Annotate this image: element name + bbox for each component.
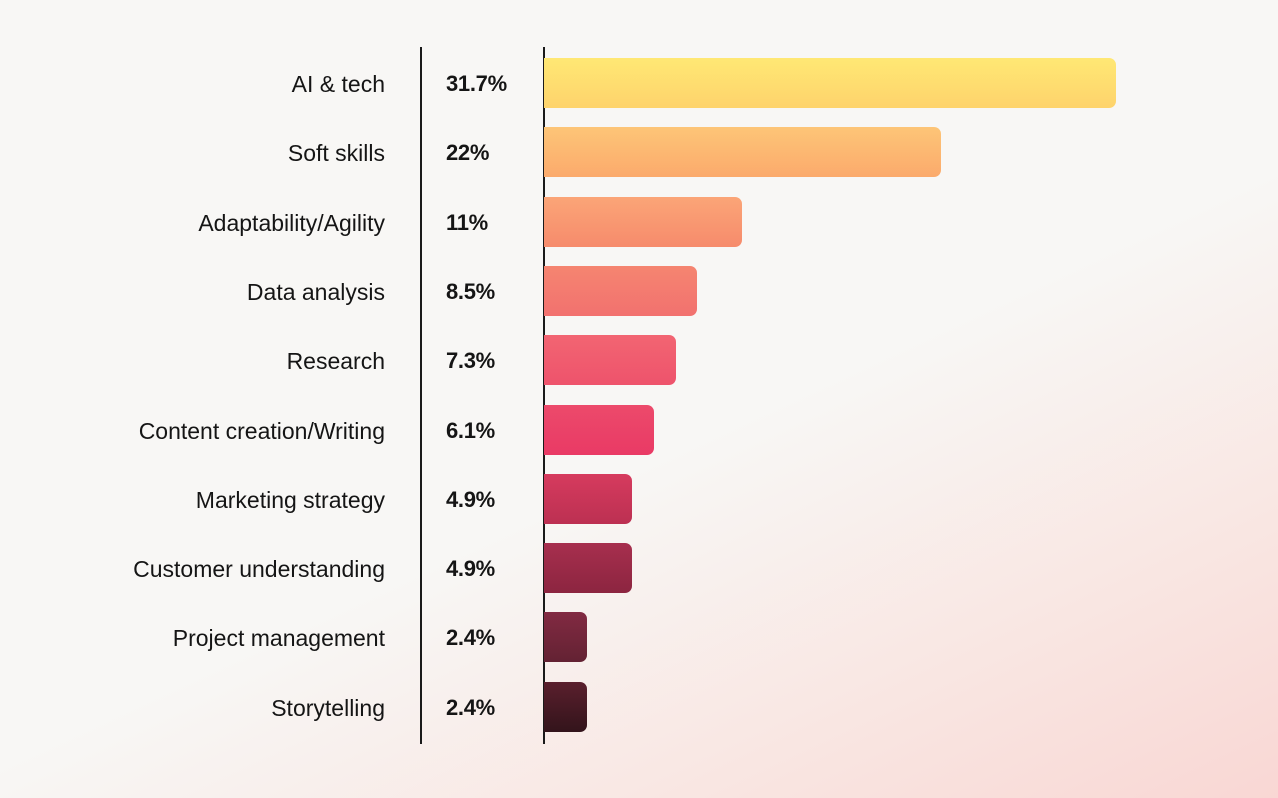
value-label: 11% [446,209,488,235]
category-label: Soft skills [287,140,385,167]
category-label: Storytelling [271,694,385,721]
bar [544,335,676,386]
bar-axis-line [543,47,545,744]
category-label: Project management [172,625,385,652]
bar [544,612,587,663]
category-label: Marketing strategy [195,486,385,513]
bar-row: Soft skills 22% [0,127,1278,178]
category-label: Research [286,348,385,375]
value-label: 2.4% [446,694,495,720]
category-label: Content creation/Writing [138,417,385,444]
bar [544,473,632,524]
bar [544,265,697,316]
bar [544,127,941,178]
bar-row: Marketing strategy 4.9% [0,473,1278,524]
bar-row: AI & tech 31.7% [0,58,1278,108]
value-label: 2.4% [446,625,495,651]
value-label: 22% [446,140,490,166]
bar-row: Data analysis 8.5% [0,265,1278,316]
value-label: 4.9% [446,486,495,512]
bar-row: Storytelling 2.4% [0,681,1278,732]
value-label: 7.3% [446,348,495,374]
value-label: 6.1% [446,417,495,443]
bar-row: Content creation/Writing 6.1% [0,404,1278,455]
value-label: 4.9% [446,556,495,582]
category-label: AI & tech [291,71,385,97]
bar [544,543,632,594]
category-label: Adaptability/Agility [198,209,385,236]
value-label: 31.7% [446,71,507,96]
bar-row: Research 7.3% [0,335,1278,386]
bar [544,404,654,455]
bar [544,58,1116,108]
category-label: Customer understanding [133,556,385,583]
value-label: 8.5% [446,278,495,304]
bar [544,681,587,732]
bar-row: Adaptability/Agility 11% [0,196,1278,247]
category-label: Data analysis [246,278,385,305]
bar [544,196,742,247]
label-column-divider [420,47,422,744]
bar-row: Customer understanding 4.9% [0,543,1278,594]
bar-row: Project management 2.4% [0,612,1278,663]
